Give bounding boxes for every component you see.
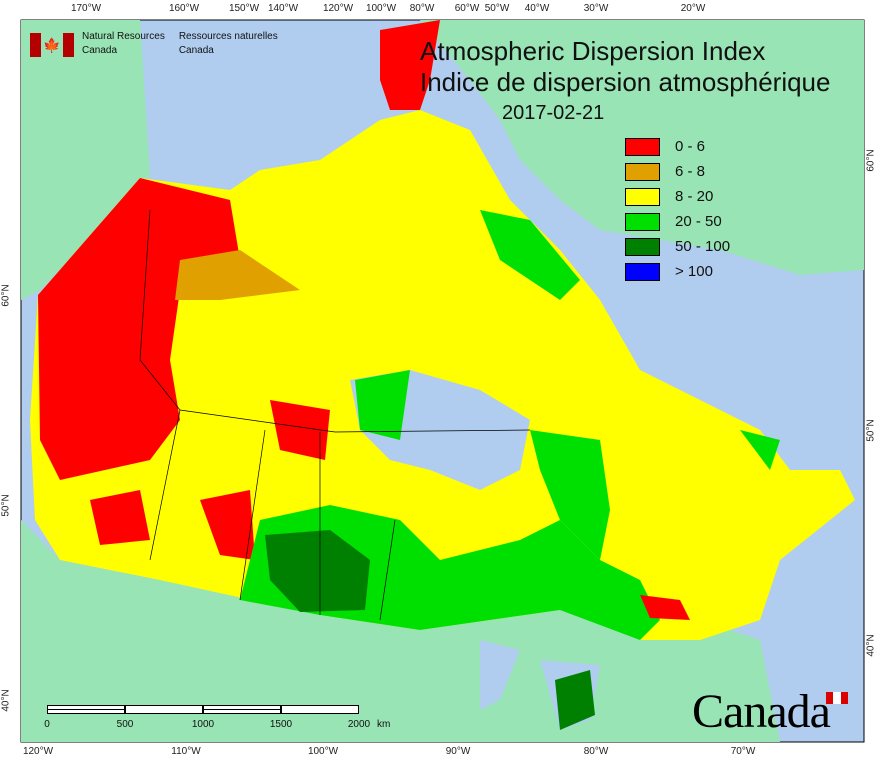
legend-item: > 100 [625,259,730,284]
index-zone-50-100-ontario [555,670,595,730]
agency-fr: Ressources naturelles [178,31,278,42]
title-french: Indice de dispersion atmosphérique [420,67,831,97]
tick-label: 30°W [583,3,609,14]
scale-segment [281,705,359,714]
tick-label: 40°W [524,3,550,14]
tick-label: 80°W [409,3,435,14]
index-zone-6-8-west [175,250,300,300]
agency-en: Natural Resources [82,31,165,42]
agency-en-2: Canada [82,45,118,56]
index-zone-0-6-east [640,595,690,620]
scale-segment [125,705,203,714]
legend-label: 6 - 8 [675,163,706,180]
legend-label: 8 - 20 [675,188,714,205]
title-english: Atmospheric Dispersion Index [420,36,766,66]
scale-label: 1500 [269,719,293,730]
index-zone-50-100-prairie [265,530,370,612]
tick-label: 100°W [365,3,397,14]
tick-label: 80°W [583,746,609,757]
scale-segment [203,705,281,714]
tick-label: 40°N [865,634,877,657]
alaska-land [21,20,150,300]
tick-label: 100°W [307,746,339,757]
tick-label: 40°N [0,689,12,712]
tick-label: 140°W [267,3,299,14]
tick-label: 50°N [865,419,877,442]
tick-label: 150°W [228,3,260,14]
nrcan-signature: 🍁 Natural Resources Canada Ressources nat… [30,30,278,58]
tick-label: 20°W [680,3,706,14]
tick-label: 120°W [322,3,354,14]
tick-label: 50°N [0,494,12,517]
legend-label: > 100 [675,263,713,280]
scale-unit: km [377,719,391,730]
index-zone-20-50-patches [355,210,780,560]
map-date: 2017-02-21 [502,102,605,124]
legend-label: 50 - 100 [675,238,731,255]
index-zone-0-6-patches [90,400,330,560]
tick-label: 70°W [730,746,756,757]
provincial-borders [139,209,531,621]
legend-swatch [625,237,660,256]
tick-label: 60°N [865,149,877,172]
legend-item: 6 - 8 [625,159,730,184]
canada-wordmark: Canada [692,685,831,738]
legend-label: 20 - 50 [675,213,722,230]
index-zone-0-6-ellesmere [380,20,440,110]
legend-item: 8 - 20 [625,184,730,209]
legend-swatch [625,162,660,181]
scale-label: 2000 [347,719,371,730]
agency-fr-2: Canada [178,45,214,56]
tick-label: 120°W [22,746,54,757]
legend-item: 20 - 50 [625,209,730,234]
canada-flag-icon: 🍁 [30,33,74,57]
legend-label: 0 - 6 [675,138,706,155]
index-zone-0-6-west [38,178,240,480]
legend-swatch [625,212,660,231]
legend-item: 50 - 100 [625,234,730,259]
tick-label: 90°W [445,746,471,757]
legend-swatch [625,262,660,281]
tick-label: 160°W [168,3,200,14]
tick-label: 50°W [484,3,510,14]
scale-label: 0 [44,719,50,730]
legend-item: 0 - 6 [625,134,730,159]
canada-flag-icon [826,692,848,704]
scale-segment [47,705,125,714]
legend-swatch [625,187,660,206]
map-title: Atmospheric Dispersion Index Indice de d… [420,36,830,129]
tick-label: 60°N [0,284,12,307]
tick-label: 170°W [70,3,102,14]
scale-label: 1000 [191,719,215,730]
scale-label: 500 [116,719,134,730]
tick-label: 110°W [171,746,201,757]
tick-label: 60°W [454,3,480,14]
legend: 0 - 6 6 - 8 8 - 20 20 - 50 50 - 100 > 10… [625,134,730,284]
legend-swatch [625,137,660,156]
